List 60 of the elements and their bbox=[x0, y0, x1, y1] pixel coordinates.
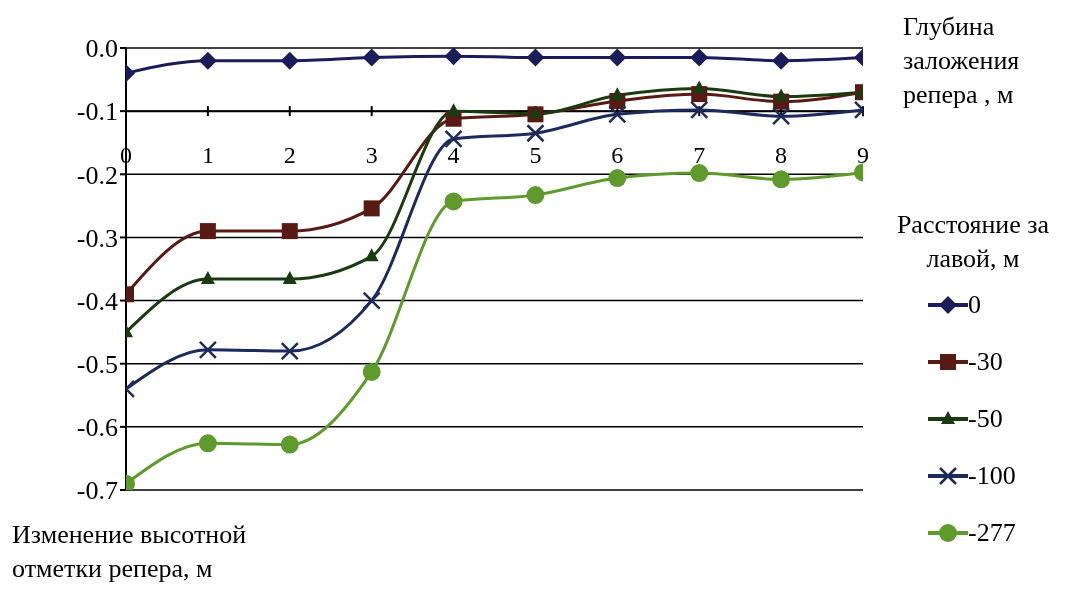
point bbox=[362, 362, 381, 381]
point bbox=[363, 200, 380, 217]
point bbox=[526, 123, 545, 143]
point bbox=[690, 48, 709, 67]
point bbox=[362, 291, 381, 310]
y-tick-label: -0.6 bbox=[76, 413, 118, 443]
x-tick-label: 7 bbox=[693, 142, 706, 169]
point bbox=[690, 164, 709, 183]
point bbox=[772, 170, 791, 189]
point bbox=[364, 248, 379, 262]
point bbox=[772, 51, 791, 70]
y-tick-label: -0.1 bbox=[76, 97, 118, 127]
point bbox=[200, 271, 215, 285]
point bbox=[280, 341, 300, 361]
y-tick-label: -0.2 bbox=[76, 160, 118, 190]
legend-label: -30 bbox=[968, 345, 1003, 378]
point bbox=[280, 51, 299, 70]
x-tick-label: 1 bbox=[201, 142, 214, 169]
point bbox=[362, 48, 381, 67]
y-tick-label: -0.5 bbox=[76, 349, 118, 379]
legend-label: -100 bbox=[968, 459, 1016, 492]
point bbox=[610, 87, 625, 101]
point bbox=[774, 88, 789, 102]
point bbox=[446, 103, 461, 117]
point bbox=[528, 105, 543, 119]
x-tick-label: 8 bbox=[775, 142, 788, 169]
point bbox=[282, 271, 297, 285]
point bbox=[444, 48, 463, 66]
y-axis-title: Изменение высотной отметки репера, м bbox=[12, 519, 248, 585]
point bbox=[281, 223, 298, 240]
point bbox=[444, 192, 463, 211]
legend-label: 0 bbox=[968, 288, 981, 321]
x-tick-label: 3 bbox=[365, 142, 378, 169]
y-tick-label: -0.7 bbox=[76, 476, 118, 506]
point bbox=[608, 105, 627, 124]
x-tick-label: 4 bbox=[447, 142, 460, 169]
point bbox=[444, 129, 463, 149]
point bbox=[198, 51, 217, 70]
y-tick-label: -0.3 bbox=[76, 223, 118, 253]
point bbox=[692, 80, 707, 94]
point bbox=[689, 100, 709, 120]
x-tick-label: 6 bbox=[611, 142, 624, 169]
x-axis-title: Глубина заложения репера , м bbox=[903, 11, 1021, 111]
point bbox=[198, 340, 218, 360]
point bbox=[280, 435, 299, 454]
x-tick-label: 2 bbox=[283, 142, 296, 169]
point bbox=[526, 48, 545, 67]
legend-title: Расстояние за лавой, м bbox=[895, 209, 1051, 275]
y-tick-label: -0.4 bbox=[76, 286, 118, 316]
point bbox=[199, 223, 216, 240]
point bbox=[771, 106, 791, 126]
point bbox=[198, 434, 217, 453]
point bbox=[526, 186, 545, 205]
legend-label: -50 bbox=[968, 402, 1003, 435]
legend-label: -277 bbox=[968, 516, 1016, 549]
point bbox=[608, 169, 627, 188]
y-tick-label: 0.0 bbox=[85, 34, 118, 64]
x-tick-label: 9 bbox=[857, 142, 869, 169]
x-tick-label: 5 bbox=[529, 142, 542, 169]
point bbox=[608, 48, 627, 67]
